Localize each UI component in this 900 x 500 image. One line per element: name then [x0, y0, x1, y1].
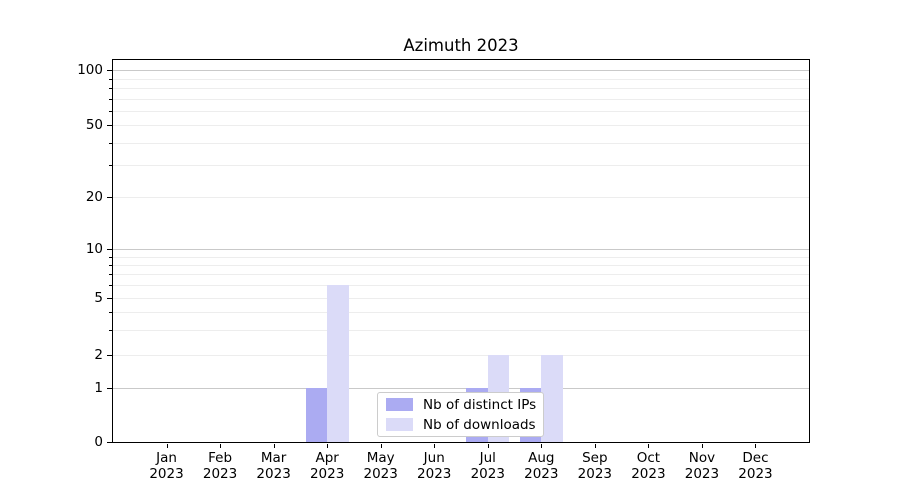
x-tick: [166, 444, 168, 448]
x-tick-label: Jun 2023: [417, 450, 452, 482]
y-tick-label: 20: [85, 188, 103, 205]
y-tick-minor: [109, 165, 112, 167]
y-tick-minor: [109, 354, 112, 356]
x-tick: [327, 444, 329, 448]
minor-gridline: [113, 98, 809, 100]
y-tick: [107, 70, 112, 72]
legend-item-distinct-ips: Nb of distinct IPs: [386, 397, 543, 413]
y-tick-label: 50: [85, 117, 103, 134]
x-tick-label: Sep 2023: [577, 450, 613, 482]
bar-distinct-ips-apr: [305, 387, 328, 442]
y-tick-minor: [109, 312, 112, 314]
x-tick-label: Oct 2023: [631, 450, 666, 482]
y-tick-minor: [109, 264, 112, 266]
y-tick-label: 5: [94, 290, 103, 307]
major-gridline: [113, 70, 809, 72]
y-tick: [107, 442, 112, 443]
y-tick: [107, 249, 112, 251]
minor-gridline: [113, 264, 809, 266]
minor-gridline: [113, 196, 809, 198]
minor-gridline: [113, 142, 809, 144]
legend-label-distinct-ips: Nb of distinct IPs: [423, 396, 537, 413]
x-tick: [380, 444, 382, 448]
y-tick-minor: [109, 125, 112, 127]
legend-swatch-distinct-ips: [386, 398, 413, 411]
chart-title: Azimuth 2023: [403, 36, 519, 55]
x-tick-label: Feb 2023: [202, 450, 238, 482]
legend-item-downloads: Nb of downloads: [386, 417, 543, 433]
y-tick-label: 2: [94, 346, 103, 363]
x-tick: [701, 444, 703, 448]
x-tick-label: Apr 2023: [309, 450, 345, 482]
minor-gridline: [113, 88, 809, 90]
x-tick-label: Nov 2023: [684, 450, 720, 482]
plot-area: Nb of distinct IPs Nb of downloads: [107, 59, 810, 448]
major-gridline: [113, 249, 809, 251]
y-tick-minor: [109, 256, 112, 258]
x-tick-label: Dec 2023: [738, 450, 773, 482]
bar-downloads-aug: [541, 354, 563, 442]
y-tick-minor: [109, 196, 112, 198]
y-tick-minor: [109, 298, 112, 300]
minor-gridline: [113, 312, 809, 314]
y-tick-minor: [109, 88, 112, 90]
x-tick-label: Aug 2023: [524, 450, 559, 482]
minor-gridline: [113, 274, 809, 276]
bar-downloads-apr: [327, 285, 349, 442]
x-tick-label: May 2023: [363, 450, 398, 482]
minor-gridline: [113, 78, 809, 80]
x-axis-labels: Jan 2023 Feb 2023 Mar 2023 Apr 2023 May 2023…: [112, 450, 810, 491]
minor-gridline: [113, 298, 809, 300]
y-tick: [107, 387, 112, 389]
x-tick: [755, 444, 757, 448]
y-axis-labels: 0 1 2 5 10 20 50 100: [0, 59, 103, 450]
x-tick: [487, 444, 489, 448]
x-tick-label: Jul 2023: [470, 450, 505, 482]
major-gridline: [113, 387, 809, 389]
x-tick: [541, 444, 543, 448]
minor-gridline: [113, 165, 809, 167]
minor-gridline: [113, 110, 809, 112]
x-tick-label: Jan 2023: [149, 450, 184, 482]
y-tick-minor: [109, 110, 112, 112]
minor-gridline: [113, 125, 809, 127]
x-tick: [273, 444, 275, 448]
y-tick-label: 0: [94, 434, 103, 450]
minor-gridline: [113, 285, 809, 287]
legend: Nb of distinct IPs Nb of downloads: [377, 392, 544, 437]
y-tick-minor: [109, 329, 112, 331]
minor-gridline: [113, 256, 809, 258]
y-tick-minor: [109, 285, 112, 287]
y-tick-label: 10: [85, 241, 103, 258]
legend-swatch-downloads: [386, 418, 413, 431]
y-tick-label: 100: [77, 62, 103, 79]
x-tick: [648, 444, 650, 448]
y-tick-minor: [109, 98, 112, 100]
x-tick: [434, 444, 436, 448]
y-tick-minor: [109, 274, 112, 276]
legend-label-downloads: Nb of downloads: [423, 416, 536, 433]
x-tick-label: Mar 2023: [256, 450, 291, 482]
y-tick-label: 1: [94, 379, 103, 396]
minor-gridline: [113, 329, 809, 331]
x-tick: [220, 444, 222, 448]
y-tick-minor: [109, 142, 112, 144]
y-tick-minor: [109, 78, 112, 80]
minor-gridline: [113, 354, 809, 356]
x-tick: [594, 444, 596, 448]
